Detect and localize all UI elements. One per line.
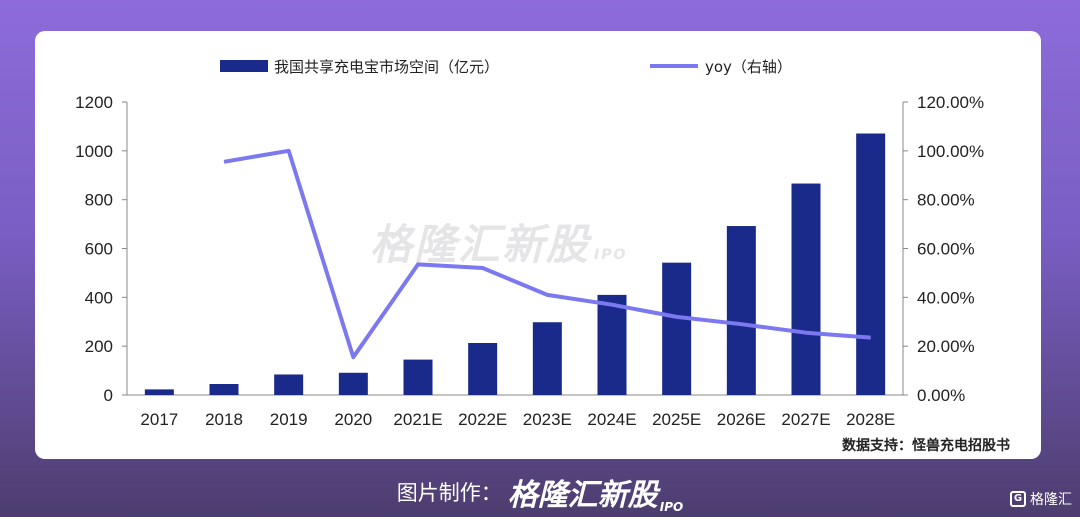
footer: 图片制作： 格隆汇新股 IPO [0, 470, 1080, 514]
x-tick-label: 2028E [846, 410, 895, 429]
x-tick-label: 2027E [781, 410, 830, 429]
x-tick-label: 2026E [717, 410, 766, 429]
right-tick-label: 40.00% [917, 288, 975, 307]
x-tick-label: 2024E [587, 410, 636, 429]
left-tick-label: 1200 [75, 93, 113, 112]
right-tick-label: 100.00% [917, 142, 984, 161]
legend-bar-label: 我国共享充电宝市场空间（亿元） [274, 58, 499, 76]
left-tick-label: 0 [104, 386, 113, 405]
corner-logo-text: 格隆汇 [1030, 492, 1072, 508]
watermark: 格隆汇新股 IPO [370, 220, 628, 269]
chart: 0 200 400 600 800 1000 1200 0.00% 20.00% 40.00% 60… [75, 58, 1010, 454]
x-tick-label: 2025E [652, 410, 701, 429]
x-tick-label: 2023E [523, 410, 572, 429]
x-tick-label: 2022E [458, 410, 507, 429]
left-tick-label: 400 [85, 288, 113, 307]
bar [274, 374, 304, 395]
right-tick-label: 120.00% [917, 93, 984, 112]
source-note: 数据支持：怪兽充电招股书 [842, 437, 1010, 454]
left-tick-label: 800 [85, 191, 113, 210]
footer-brand: 格隆汇新股 [507, 478, 658, 513]
left-tick-label: 600 [85, 240, 113, 259]
bar [144, 389, 174, 395]
bar [662, 262, 692, 395]
legend-line-label: yoy（右轴） [705, 58, 792, 76]
right-tick-label: 0.00% [917, 386, 965, 405]
x-tick-label: 2017 [140, 410, 178, 429]
bar [597, 294, 627, 395]
bar [726, 226, 756, 395]
footer-label: 图片制作： [396, 481, 502, 505]
legend-bar-swatch [220, 60, 268, 72]
bar [791, 183, 821, 395]
left-tick-label: 1000 [75, 142, 113, 161]
bar [856, 133, 886, 395]
bar [532, 322, 562, 395]
right-tick-label: 20.00% [917, 337, 975, 356]
x-tick-label: 2020 [334, 410, 372, 429]
corner-logo: G 格隆汇 [1010, 489, 1072, 509]
bar [468, 342, 498, 395]
right-tick-label: 60.00% [917, 240, 975, 259]
x-tick-label: 2018 [205, 410, 243, 429]
right-tick-label: 80.00% [917, 191, 975, 210]
footer-brand-suffix: IPO [659, 500, 684, 514]
left-tick-label: 200 [85, 337, 113, 356]
x-tick-label: 2021E [393, 410, 442, 429]
bar [209, 384, 239, 395]
logo-icon: G [1010, 491, 1026, 507]
chart-card: 0 200 400 600 800 1000 1200 0.00% 20.00% 40.00% 60… [35, 31, 1041, 459]
bar [338, 372, 368, 395]
bar [403, 359, 433, 395]
x-tick-label: 2019 [270, 410, 308, 429]
